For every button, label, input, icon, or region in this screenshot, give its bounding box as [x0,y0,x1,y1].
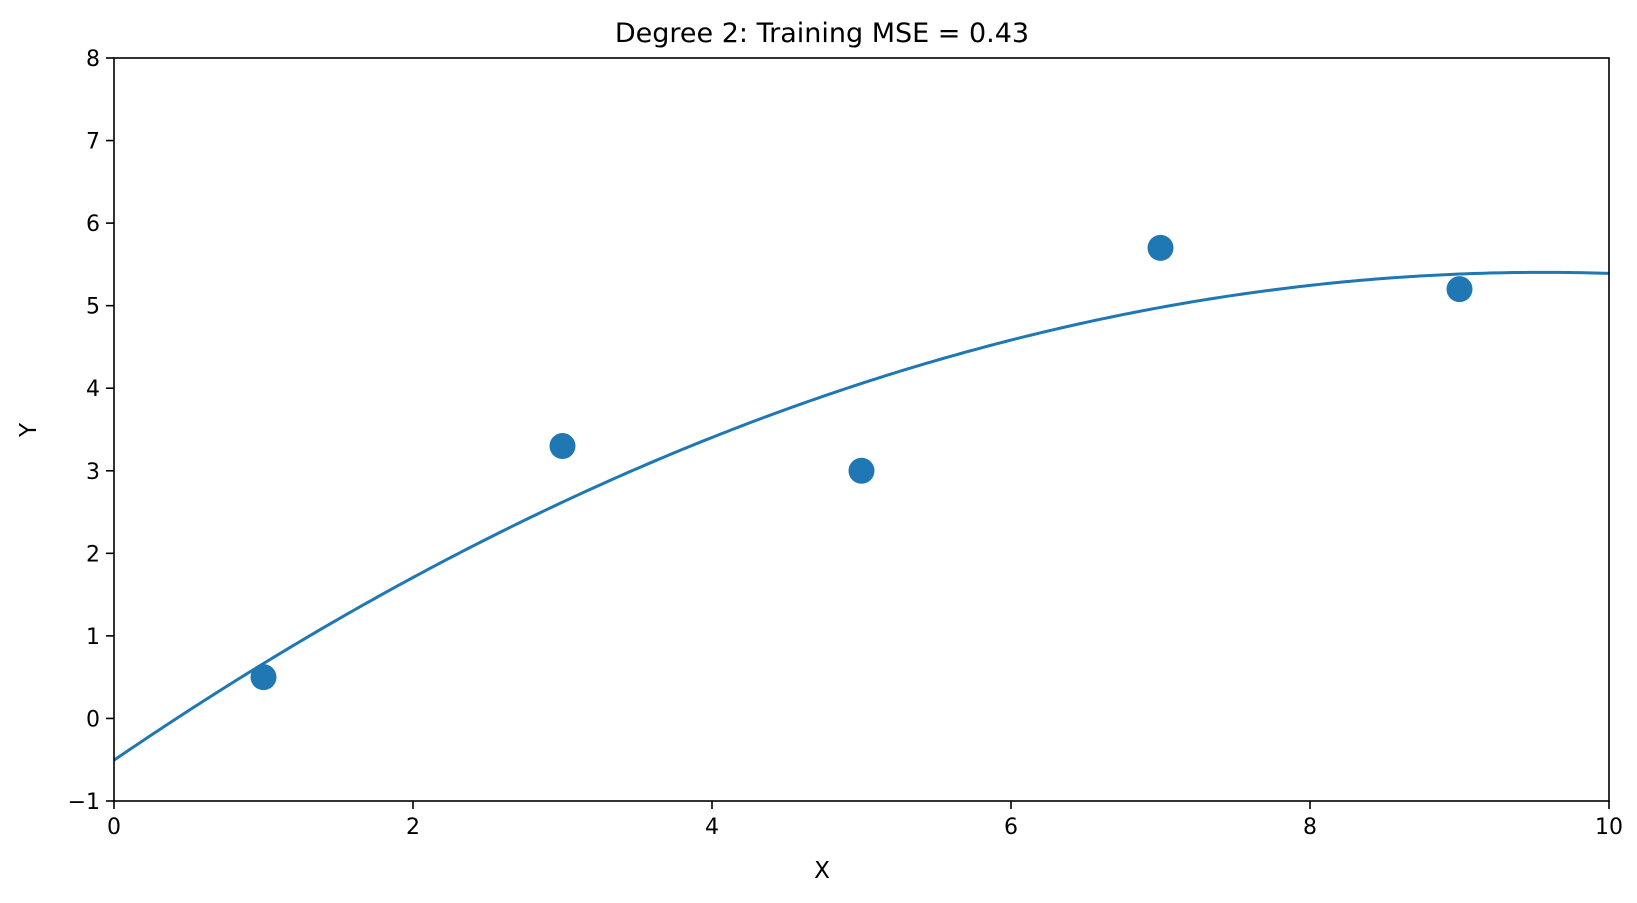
data-point-1 [250,664,277,691]
y-tick-label: 3 [86,460,100,485]
x-tick-label: 4 [705,815,719,840]
y-tick-label: 6 [86,212,100,237]
x-tick-label: 8 [1303,815,1317,840]
plot-area: 0 2 4 6 8 10 −1 0 1 2 3 4 5 6 7 8 [68,47,1623,840]
y-tick-label: 7 [86,130,100,155]
y-tick-label: −1 [68,790,100,815]
y-tick-label: 8 [86,47,100,72]
chart-title: Degree 2: Training MSE = 0.43 [615,18,1029,49]
data-point-4 [1147,234,1174,261]
fit-curve [114,270,1609,762]
data-point-2 [549,433,576,460]
x-axis-label: X [814,858,830,884]
y-tick-label: 5 [86,295,100,320]
y-axis-label: Y [16,422,42,438]
y-tick-label: 1 [86,625,100,650]
x-tick-label: 0 [107,815,121,840]
x-tick-label: 10 [1595,815,1623,840]
plot-frame [113,57,1610,802]
x-tick-label: 6 [1004,815,1018,840]
data-point-3 [848,457,875,484]
y-tick-label: 2 [86,542,100,567]
y-tick-label: 0 [86,707,100,732]
data-point-5 [1446,276,1473,303]
x-tick-label: 2 [406,815,420,840]
y-tick-label: 4 [86,377,100,402]
